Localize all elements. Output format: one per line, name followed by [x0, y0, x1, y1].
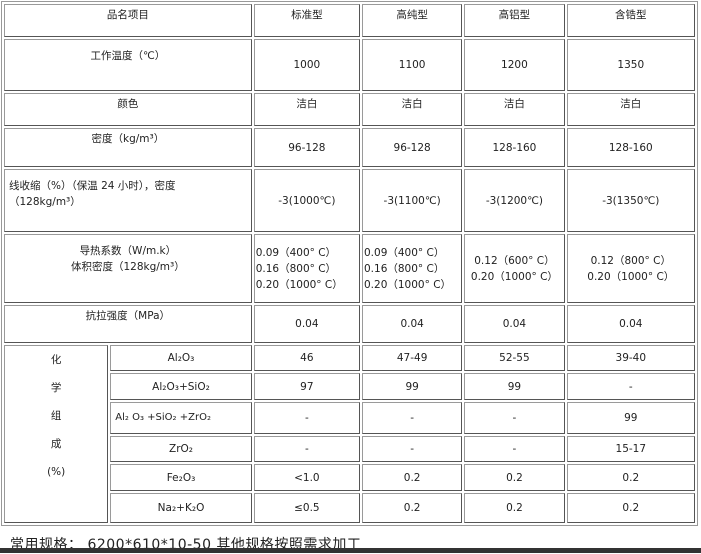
cell: -3(1000℃) — [253, 169, 360, 232]
chem-component: Fe₂O₃ — [110, 464, 252, 491]
cell: 洁白 — [464, 93, 565, 126]
chem-row: 化 学 组 成 (%) Al₂O₃ 46 47-49 52-55 39-40 — [4, 345, 695, 523]
cell: 128-160 — [566, 128, 695, 167]
cell: 0.09（400° C） 0.16（800° C） 0.20（1000° C） — [362, 234, 463, 303]
cell: 洁白 — [362, 93, 463, 126]
cell: 99 — [464, 373, 565, 400]
row-label: 工作温度（℃） — [4, 39, 252, 91]
cell: 0.12（600° C） 0.20（1000° C） — [464, 234, 565, 303]
chem-row: Al₂ O₃ +SiO₂ +ZrO₂ - - - 99 — [4, 402, 695, 434]
cell: 128-160 — [464, 128, 565, 167]
chem-label-char: 组 — [50, 410, 62, 422]
bottom-divider — [0, 548, 701, 553]
cell: 0.04 — [464, 305, 565, 343]
cell: -3(1100℃) — [362, 169, 463, 232]
chem-label-char: 成 — [50, 438, 62, 450]
cell: 0.2 — [464, 464, 565, 491]
chem-label-char: (%) — [47, 466, 66, 478]
chem-component: Al₂ O₃ +SiO₂ +ZrO₂ — [110, 402, 252, 434]
chem-component: Al₂O₃+SiO₂ — [110, 373, 252, 400]
cell: - — [362, 436, 463, 462]
cell: 46 — [253, 345, 360, 371]
cell: 0.04 — [362, 305, 463, 343]
cell: 15-17 — [566, 436, 695, 462]
cell: 1000 — [253, 39, 360, 91]
cell: 99 — [566, 402, 695, 434]
cell: 1100 — [362, 39, 463, 91]
cell: -3(1200℃) — [464, 169, 565, 232]
row-label: 导热系数（W/m.k） 体积密度（128kg/m³） — [4, 234, 252, 303]
cell: 0.2 — [566, 464, 695, 491]
cell: 0.04 — [566, 305, 695, 343]
table-row: 密度（kg/m³） 96-128 96-128 128-160 128-160 — [4, 128, 695, 167]
row-label-line: 体积密度（128kg/m³） — [70, 261, 185, 273]
cell: 0.2 — [464, 493, 565, 523]
table-row: 工作温度（℃） 1000 1100 1200 1350 — [4, 39, 695, 91]
cell: -3(1350℃) — [566, 169, 695, 232]
cell: 0.2 — [362, 464, 463, 491]
cell: - — [253, 436, 360, 462]
table-row: 导热系数（W/m.k） 体积密度（128kg/m³） 0.09（400° C） … — [4, 234, 695, 303]
cell: 96-128 — [253, 128, 360, 167]
header-type: 含锆型 — [566, 4, 695, 37]
cell: 0.2 — [566, 493, 695, 523]
table-row: 颜色 洁白 洁白 洁白 洁白 — [4, 93, 695, 126]
cell: 96-128 — [362, 128, 463, 167]
cell: - — [566, 373, 695, 400]
table-row: 线收缩（%）（保温 24 小时），密度（128kg/m³） -3(1000℃) … — [4, 169, 695, 232]
cell: - — [362, 402, 463, 434]
cell: 0.09（400° C） 0.16（800° C） 0.20（1000° C） — [253, 234, 360, 303]
cell: 1350 — [566, 39, 695, 91]
cell: 99 — [362, 373, 463, 400]
cell: 0.2 — [362, 493, 463, 523]
chem-row: Al₂O₃+SiO₂ 97 99 99 - — [4, 373, 695, 400]
chem-component: ZrO₂ — [110, 436, 252, 462]
chem-label-char: 化 — [50, 354, 62, 366]
spec-table: 品名项目 标准型 高纯型 高铝型 含锆型 工作温度（℃） 1000 1100 1… — [1, 1, 698, 526]
chem-row: ZrO₂ - - - 15-17 — [4, 436, 695, 462]
header-type: 标准型 — [253, 4, 360, 37]
cell: - — [464, 436, 565, 462]
cell: 洁白 — [253, 93, 360, 126]
cell: - — [253, 402, 360, 434]
header-row: 品名项目 标准型 高纯型 高铝型 含锆型 — [4, 4, 695, 37]
row-label: 颜色 — [4, 93, 252, 126]
chem-label: 化 学 组 成 (%) — [4, 345, 109, 523]
cell: 0.12（800° C） 0.20（1000° C） — [566, 234, 695, 303]
row-label-line: 导热系数（W/m.k） — [79, 245, 177, 257]
cell: 97 — [253, 373, 360, 400]
cell: - — [464, 402, 565, 434]
chem-label-char: 学 — [50, 382, 62, 394]
header-item: 品名项目 — [4, 4, 252, 37]
header-type: 高纯型 — [362, 4, 463, 37]
chem-component: Na₂+K₂O — [110, 493, 252, 523]
chem-component: Al₂O₃ — [110, 345, 252, 371]
cell: 52-55 — [464, 345, 565, 371]
cell: 洁白 — [566, 93, 695, 126]
row-label: 抗拉强度（MPa） — [4, 305, 252, 343]
cell: ≤0.5 — [253, 493, 360, 523]
row-label: 密度（kg/m³） — [4, 128, 252, 167]
cell: 47-49 — [362, 345, 463, 371]
header-type: 高铝型 — [464, 4, 565, 37]
cell: 0.04 — [253, 305, 360, 343]
cell: 1200 — [464, 39, 565, 91]
row-label: 线收缩（%）（保温 24 小时），密度（128kg/m³） — [4, 169, 252, 232]
chem-row: Fe₂O₃ <1.0 0.2 0.2 0.2 — [4, 464, 695, 491]
chem-row: Na₂+K₂O ≤0.5 0.2 0.2 0.2 — [4, 493, 695, 523]
table-row: 抗拉强度（MPa） 0.04 0.04 0.04 0.04 — [4, 305, 695, 343]
cell: <1.0 — [253, 464, 360, 491]
cell: 39-40 — [566, 345, 695, 371]
